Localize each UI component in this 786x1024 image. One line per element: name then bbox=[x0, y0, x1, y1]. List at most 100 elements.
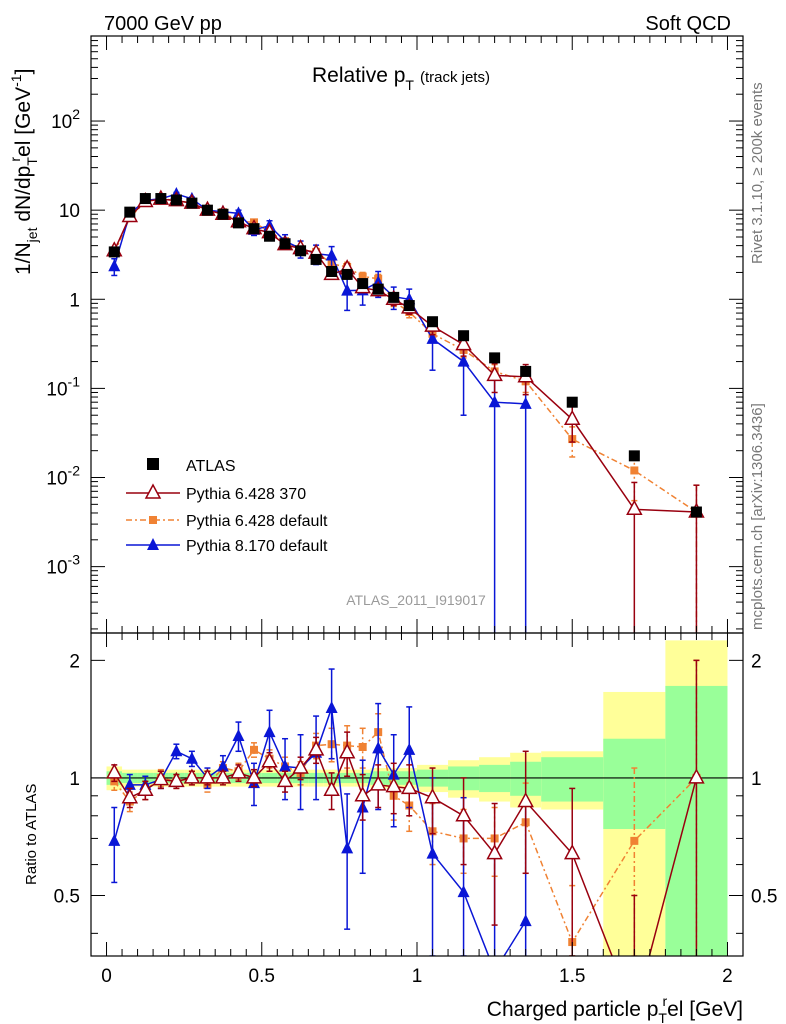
atlas-point-14 bbox=[326, 265, 338, 277]
y-tick-base-1: 10 bbox=[46, 469, 67, 490]
atlas-point-13 bbox=[310, 253, 322, 265]
legend-label-p6-default: Pythia 6.428 default bbox=[186, 513, 328, 530]
ratio-p6-default-point-9 bbox=[250, 745, 258, 754]
atlas-point-6 bbox=[201, 204, 213, 216]
legend-marker-atlas bbox=[147, 458, 159, 470]
ratio-p6-370-point-2 bbox=[137, 780, 154, 796]
ratio-plot-marks bbox=[91, 659, 743, 976]
analysis-watermark: ATLAS_2011_I919017 bbox=[346, 592, 486, 608]
ratio-p8-point-20 bbox=[426, 846, 439, 859]
atlas-point-1 bbox=[124, 206, 136, 218]
y-tick-label-4: 10 bbox=[59, 201, 80, 222]
ratio-p6-default-point-16 bbox=[358, 743, 367, 752]
mcplots-label: mcplots.cern.ch [arXiv:1306.3436] bbox=[749, 403, 766, 630]
atlas-point-23 bbox=[520, 365, 532, 377]
ratio-tick-label-right-2: 2 bbox=[751, 651, 762, 672]
y-tick-label-3: 1 bbox=[69, 290, 80, 311]
atlas-point-0 bbox=[108, 246, 120, 258]
ratio-p6-370-point-21 bbox=[455, 806, 472, 822]
ratio-p6-370-point-5 bbox=[183, 768, 201, 784]
y-tick-label-2: 10-1 bbox=[46, 373, 80, 400]
chart-title: Relative pT (track jets) bbox=[312, 64, 490, 93]
y-tick-base-5: 10 bbox=[51, 112, 72, 133]
ratio-tick-label-left-0: 0.5 bbox=[54, 887, 80, 908]
ratio-p6-370-point-10 bbox=[261, 752, 278, 768]
p8-point-23 bbox=[519, 396, 532, 409]
legend-marker-p6-default bbox=[149, 516, 157, 524]
y-tick-exp-2: -1 bbox=[68, 373, 81, 389]
ratio-p6-370-point-12 bbox=[292, 758, 309, 774]
ratio-p6-370-point-16 bbox=[354, 786, 371, 802]
ratio-p6-370-point-17 bbox=[369, 775, 387, 791]
atlas-point-7 bbox=[217, 208, 229, 220]
ratio-p8-point-22 bbox=[489, 964, 501, 976]
y-tick-exp-1: -2 bbox=[68, 463, 81, 479]
p8-point-22 bbox=[488, 395, 501, 408]
atlas-point-19 bbox=[403, 300, 415, 312]
ratio-p8-point-10 bbox=[263, 725, 276, 738]
rivet-label: Rivet 3.1.10, ≥ 200k events bbox=[749, 82, 766, 264]
ratio-tick-label-right-0: 0.5 bbox=[751, 887, 777, 908]
legend-marker-p8 bbox=[147, 538, 159, 550]
ratio-p6-370-point-23 bbox=[517, 791, 534, 808]
ratio-p8-point-0 bbox=[108, 833, 121, 846]
ratio-p6-370-point-18 bbox=[385, 777, 402, 793]
ratio-p6-370-point-1 bbox=[121, 788, 139, 804]
ratio-p8-point-7 bbox=[216, 759, 229, 772]
atlas-point-22 bbox=[489, 352, 501, 364]
ratio-p6-370-point-19 bbox=[400, 778, 418, 795]
ratio-p8-point-5 bbox=[185, 751, 198, 764]
ratio-p6-370-point-3 bbox=[152, 770, 170, 786]
ratio-p6-370-point-26 bbox=[688, 768, 705, 784]
p6-370-point-25 bbox=[626, 499, 643, 516]
p8-point-21 bbox=[457, 354, 470, 367]
p8-point-0 bbox=[108, 259, 121, 272]
p6-370-point-22 bbox=[486, 365, 503, 382]
atlas-point-17 bbox=[372, 283, 384, 295]
ratio-p6-370-point-24 bbox=[563, 844, 581, 860]
ratio-p6-370-point-8 bbox=[230, 763, 247, 779]
p6-default-point-16 bbox=[358, 272, 367, 281]
ratio-p6-370-point-14 bbox=[323, 780, 340, 796]
ratio-p8-point-4 bbox=[170, 744, 183, 757]
atlas-point-4 bbox=[170, 194, 182, 206]
y-tick-label-0: 10-3 bbox=[46, 552, 80, 579]
atlas-point-8 bbox=[232, 217, 244, 229]
y-tick-label-1: 10-2 bbox=[46, 463, 80, 490]
legend-marker-p6-370 bbox=[144, 483, 162, 499]
atlas-point-20 bbox=[427, 316, 439, 328]
ratio-p6-370-point-11 bbox=[276, 771, 294, 788]
ratio-p8-point-14 bbox=[325, 701, 338, 714]
p8-point-20 bbox=[426, 331, 439, 344]
y-tick-label-5: 102 bbox=[51, 106, 80, 133]
ratio-p6-370-point-0 bbox=[106, 763, 123, 779]
y-tick-exp-5: 2 bbox=[72, 106, 80, 122]
ratio-p6-370-point-15 bbox=[338, 743, 356, 759]
ratio-p8-point-19 bbox=[403, 742, 416, 755]
p6-default-point-25 bbox=[630, 466, 639, 475]
y-tick-base-2: 10 bbox=[46, 379, 67, 400]
x-tick-label-1: 0.5 bbox=[249, 966, 275, 987]
p8-point-15 bbox=[341, 283, 354, 296]
x-tick-label-0: 0 bbox=[101, 966, 112, 987]
ratio-p6-370-point-4 bbox=[168, 771, 185, 788]
atlas-point-25 bbox=[628, 450, 640, 462]
ratio-p8-point-8 bbox=[232, 729, 245, 742]
atlas-point-26 bbox=[690, 506, 702, 518]
main-plot-marks bbox=[106, 186, 705, 633]
ratio-p6-370-point-13 bbox=[307, 740, 325, 756]
ratio-p8-point-15 bbox=[341, 841, 354, 854]
ratio-p6-370-point-22 bbox=[486, 844, 503, 860]
ratio-tick-label-left-1: 1 bbox=[69, 769, 80, 790]
x-axis-label: Charged particle pTrel [GeV] bbox=[487, 993, 743, 1024]
ratio-p8-point-23 bbox=[519, 914, 532, 927]
atlas-point-15 bbox=[341, 268, 353, 280]
ratio-p6-370-point-20 bbox=[424, 788, 441, 804]
p6-370-point-24 bbox=[563, 409, 581, 426]
ratio-tick-label-right-1: 1 bbox=[751, 769, 762, 790]
atlas-point-16 bbox=[357, 278, 369, 290]
atlas-point-3 bbox=[155, 193, 167, 205]
legend: ATLAS Pythia 6.428 370 Pythia 6.428 defa… bbox=[126, 458, 328, 555]
